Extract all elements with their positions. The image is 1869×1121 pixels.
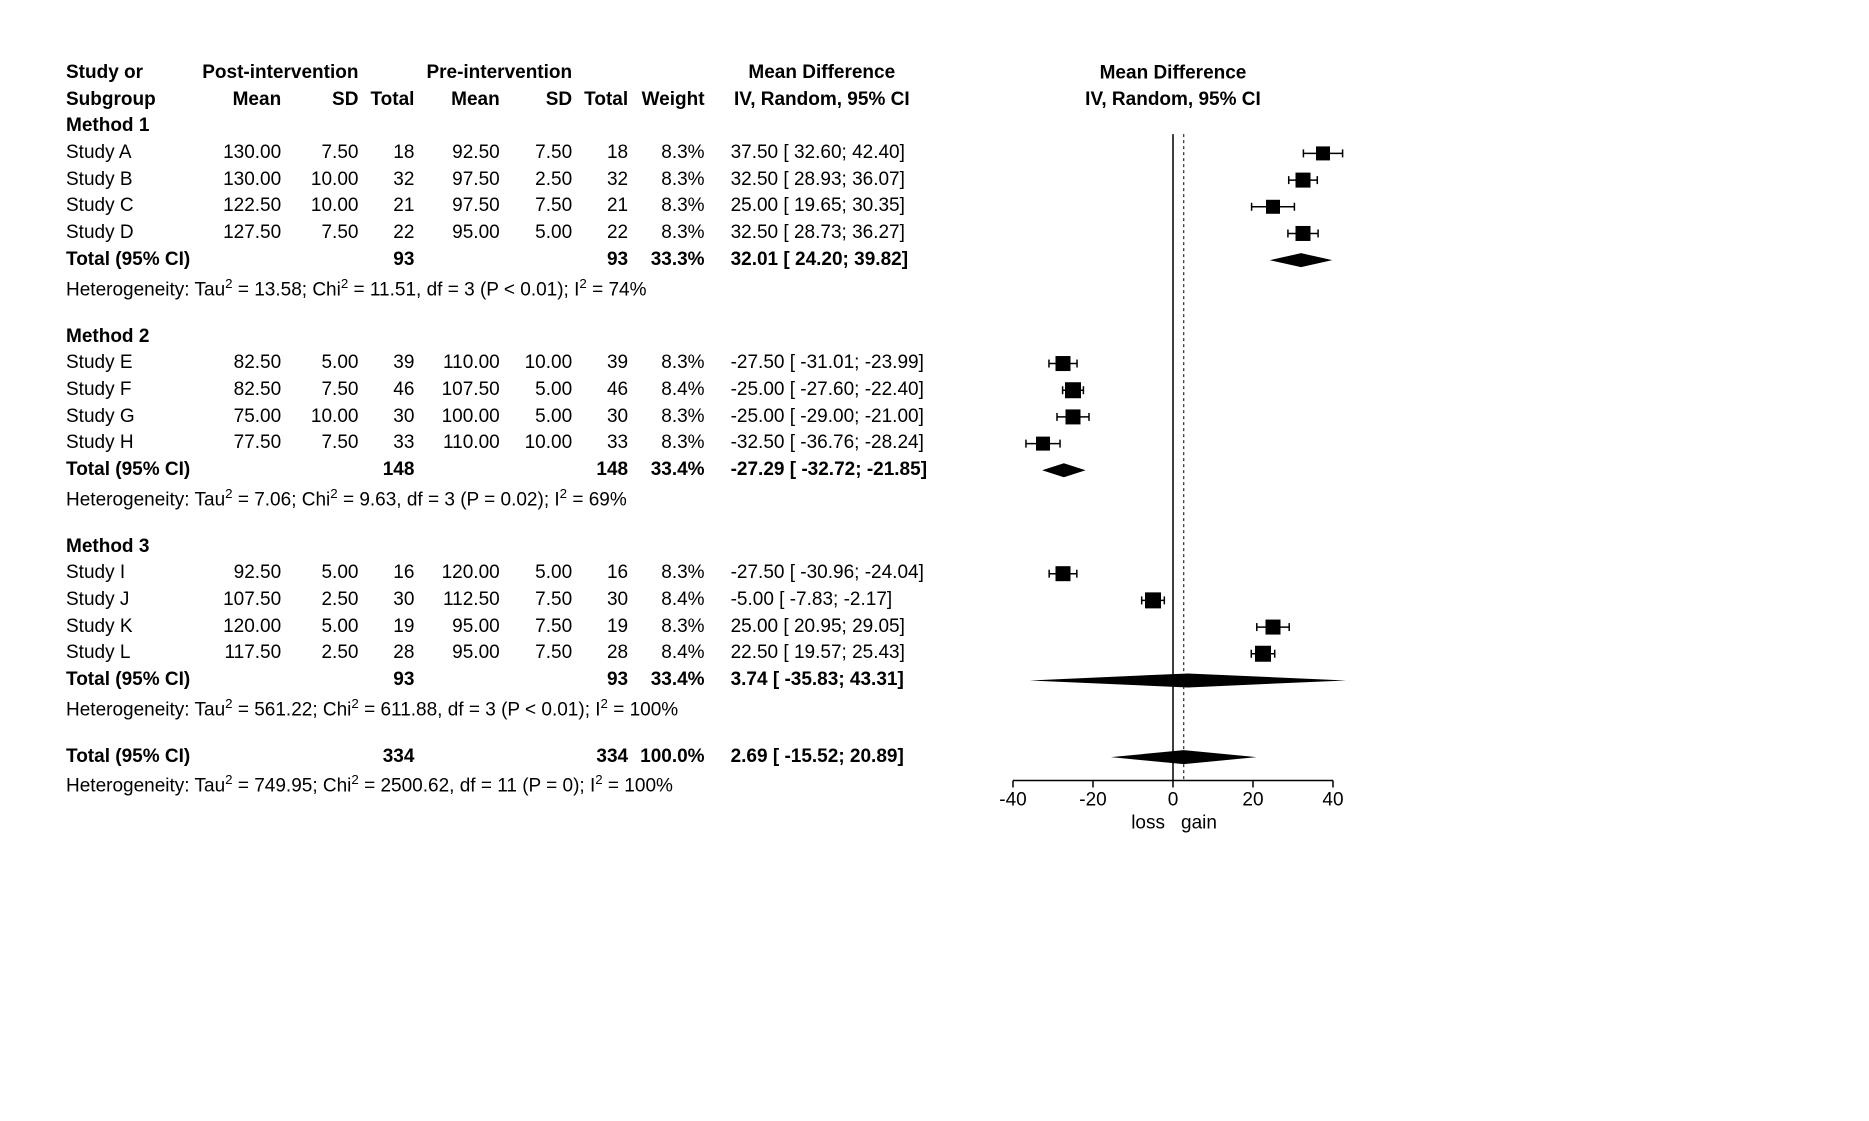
subgroup-total: Total (95% CI) 148 148 33.4% -27.29 [ -3… (60, 457, 933, 484)
forest-plot: Mean Difference IV, Random, 95% CI -40 -20 0… (963, 60, 1383, 840)
study-row: Study G 75.0010.0030 100.005.0030 8.3% -… (60, 404, 933, 431)
svg-text:-40: -40 (999, 789, 1026, 810)
svg-text:loss: loss (1131, 812, 1165, 833)
study-row: Study C 122.5010.0021 97.507.5021 8.3% 2… (60, 193, 933, 220)
study-row: Study D 127.507.5022 95.005.0022 8.3% 32… (60, 220, 933, 247)
overall-total: Total (95% CI) 334 334 100.0% 2.69 [ -15… (60, 744, 933, 771)
svg-text:Mean Difference: Mean Difference (1100, 62, 1247, 83)
svg-text:gain: gain (1181, 812, 1217, 833)
svg-text:-20: -20 (1079, 789, 1106, 810)
heterogeneity-row: Heterogeneity: Tau2 = 13.58; Chi2 = 11.5… (60, 274, 933, 304)
svg-text:40: 40 (1322, 789, 1343, 810)
study-row: Study A 130.007.5018 92.507.5018 8.3% 37… (60, 140, 933, 167)
heterogeneity-row: Heterogeneity: Tau2 = 561.22; Chi2 = 611… (60, 694, 933, 724)
overall-het: Heterogeneity: Tau2 = 749.95; Chi2 = 250… (60, 770, 933, 800)
heterogeneity-row: Heterogeneity: Tau2 = 7.06; Chi2 = 9.63,… (60, 484, 933, 514)
subgroup-total: Total (95% CI) 93 93 33.4% 3.74 [ -35.83… (60, 667, 933, 694)
svg-text:20: 20 (1242, 789, 1263, 810)
study-row: Study K 120.005.0019 95.007.5019 8.3% 25… (60, 614, 933, 641)
study-row: Study H 77.507.5033 110.0010.0033 8.3% -… (60, 430, 933, 457)
subgroup-total: Total (95% CI) 93 93 33.3% 32.01 [ 24.20… (60, 247, 933, 274)
study-row: Study J 107.502.5030 112.507.5030 8.4% -… (60, 587, 933, 614)
forest-table: Study or Post-intervention Pre-intervent… (60, 60, 933, 801)
study-row: Study B 130.0010.0032 97.502.5032 8.3% 3… (60, 167, 933, 194)
study-row: Study I 92.505.0016 120.005.0016 8.3% -2… (60, 560, 933, 587)
svg-text:IV, Random, 95% CI: IV, Random, 95% CI (1085, 89, 1261, 110)
study-row: Study F 82.507.5046 107.505.0046 8.4% -2… (60, 377, 933, 404)
study-row: Study E 82.505.0039 110.0010.0039 8.3% -… (60, 350, 933, 377)
study-row: Study L 117.502.5028 95.007.5028 8.4% 22… (60, 640, 933, 667)
svg-text:0: 0 (1168, 789, 1179, 810)
